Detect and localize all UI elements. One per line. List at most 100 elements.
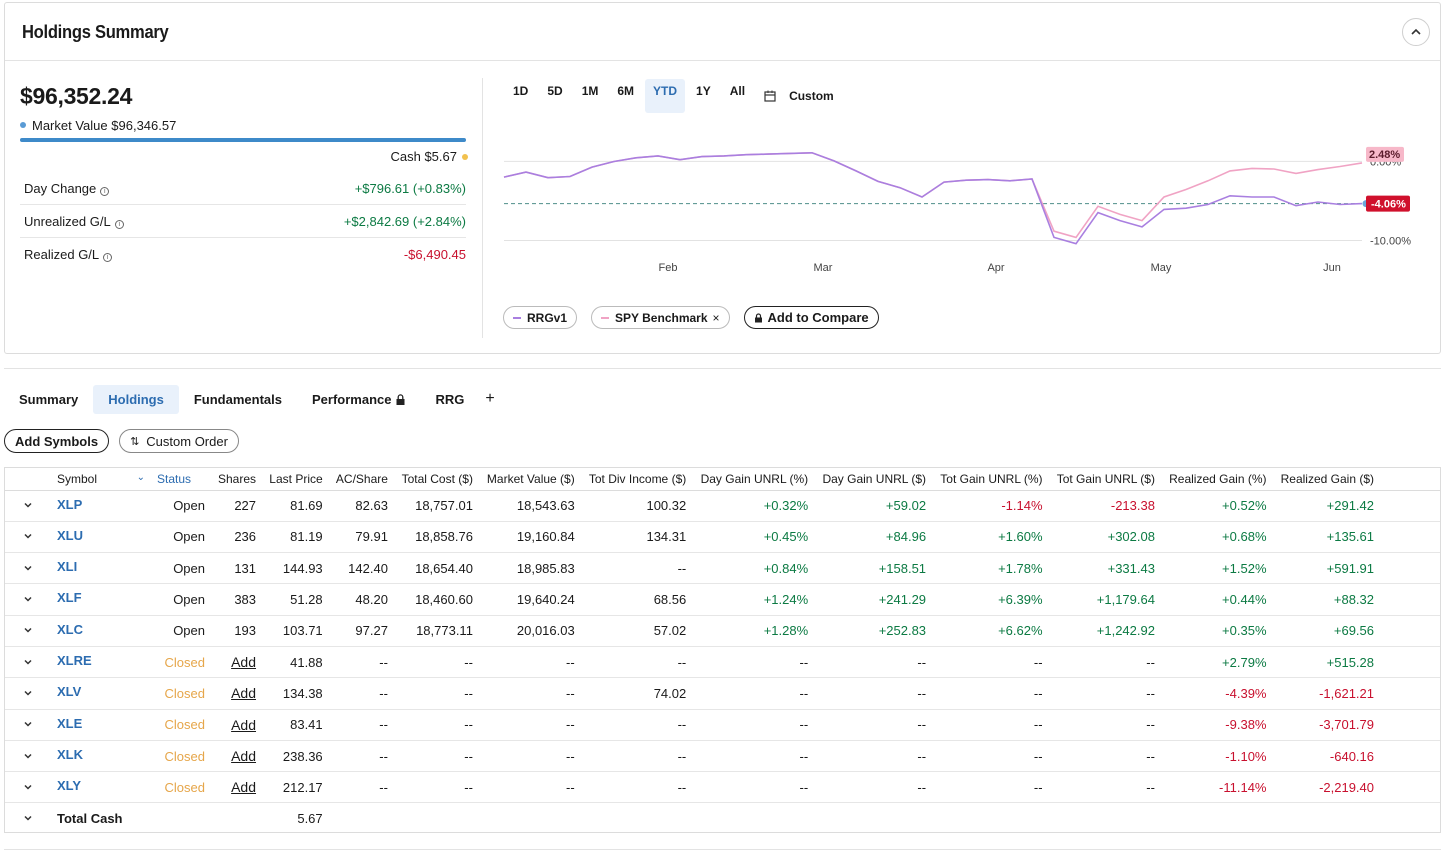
add-shares-link[interactable]: Add (211, 740, 263, 773)
cell-status: Open (151, 615, 211, 647)
cell-total-cost: -- (393, 677, 479, 710)
header-market-value[interactable]: Market Value ($) (478, 468, 581, 491)
header-tot-gain-pct[interactable]: Tot Gain UNRL (%) (932, 468, 1049, 491)
header-symbol[interactable]: Symbol ⌄ (51, 468, 151, 491)
header-last-price[interactable]: Last Price (262, 468, 329, 491)
cell-ac-share: -- (328, 771, 394, 804)
sort-down-icon[interactable]: ⌄ (136, 471, 145, 483)
header-day-gain-usd[interactable]: Day Gain UNRL ($) (814, 468, 933, 491)
tab-fundamentals[interactable]: Fundamentals (193, 391, 282, 407)
range-1m-button[interactable]: 1M (581, 84, 599, 98)
header-day-gain-pct[interactable]: Day Gain UNRL (%) (692, 468, 815, 491)
header-tot-gain-usd[interactable]: Tot Gain UNRL ($) (1048, 468, 1161, 491)
table-row[interactable]: XLE Closed Add 83.41 -- -- -- -- -- -- -- -- -9.38% -… (5, 709, 1440, 741)
table-row[interactable]: XLC Open 193 103.71 97.27 18,773.11 20,016.03 5… (5, 615, 1440, 647)
cell-symbol[interactable]: XLF (51, 583, 151, 616)
table-row[interactable]: XLV Closed Add 134.38 -- -- -- 74.02 -- -- -- -- -4.… (5, 677, 1440, 710)
cell-day-gain-usd: -- (814, 771, 933, 804)
range-6m-button[interactable]: 6M (617, 84, 635, 98)
table-row[interactable]: XLK Closed Add 238.36 -- -- -- -- -- -- -- -- -1.10%… (5, 740, 1440, 773)
table-row[interactable]: XLU Open 236 81.19 79.91 18,858.76 19,160.84 13… (5, 521, 1440, 554)
cell-symbol[interactable]: XLY (51, 771, 151, 804)
range-5d-button[interactable]: 5D (547, 84, 563, 98)
table-row[interactable]: XLY Closed Add 212.17 -- -- -- -- -- -- -- -- -11.14… (5, 771, 1440, 804)
header-realized-pct[interactable]: Realized Gain (%) (1160, 468, 1273, 491)
cell-symbol[interactable]: XLC (51, 615, 151, 647)
info-icon[interactable]: i (100, 186, 110, 196)
table-row[interactable]: XLRE Closed Add 41.88 -- -- -- -- -- -- -- -- +2.79%… (5, 646, 1440, 679)
cell-realized-pct: +0.35% (1160, 615, 1273, 647)
add-shares-link[interactable]: Add (211, 677, 263, 710)
table-actions: Add Symbols ⇅ Custom Order (4, 429, 239, 453)
expand-row-button[interactable] (5, 521, 51, 554)
cell-symbol[interactable]: XLP (51, 490, 151, 522)
expand-row-button[interactable] (5, 803, 51, 834)
add-to-compare-button[interactable]: Add to Compare (743, 306, 879, 329)
tab-summary[interactable]: Summary (19, 391, 79, 407)
cell-tot-gain-usd: -213.38 (1048, 490, 1161, 522)
cell-symbol[interactable]: XLK (51, 740, 151, 773)
tab-rrg[interactable]: RRG (435, 391, 465, 407)
legend-rrg[interactable]: RRGv1 (503, 306, 578, 329)
range-ytd-button[interactable]: YTD (645, 79, 686, 113)
add-shares-link[interactable]: Add (211, 646, 263, 679)
custom-order-button[interactable]: ⇅ Custom Order (119, 429, 239, 453)
expand-row-button[interactable] (5, 677, 51, 710)
expand-row-button[interactable] (5, 709, 51, 741)
info-icon[interactable]: i (114, 219, 124, 229)
cell-ac-share: -- (328, 677, 394, 710)
collapse-button[interactable] (1402, 18, 1430, 46)
expand-row-button[interactable] (5, 615, 51, 647)
range-all-button[interactable]: All (729, 84, 746, 98)
cell-tot-gain-pct: +6.62% (932, 615, 1049, 647)
cell-ac-share: 97.27 (328, 615, 394, 647)
cell-symbol[interactable]: XLU (51, 521, 151, 554)
cell-status: Closed (151, 740, 211, 773)
add-tab-button[interactable]: + (485, 390, 495, 407)
legend-spy[interactable]: SPY Benchmark × (591, 306, 730, 329)
range-1d-button[interactable]: 1D (513, 84, 529, 98)
tab-holdings[interactable]: Holdings (93, 384, 179, 414)
cell-filler (1380, 521, 1440, 554)
cell-symbol[interactable]: XLV (51, 677, 151, 710)
range-custom-button[interactable]: Custom (756, 79, 853, 113)
cell-empty (151, 803, 211, 834)
expand-row-button[interactable] (5, 490, 51, 522)
cell-market-value: 18,543.63 (478, 490, 581, 522)
range-1y-button[interactable]: 1Y (696, 84, 711, 98)
header-realized-usd[interactable]: Realized Gain ($) (1272, 468, 1380, 491)
cell-symbol[interactable]: XLRE (51, 646, 151, 679)
rrg-badge: -4.06% (1371, 199, 1406, 211)
header-shares[interactable]: Shares (211, 468, 263, 491)
header-div-income[interactable]: Tot Div Income ($) (580, 468, 693, 491)
header-total-cost[interactable]: Total Cost ($) (393, 468, 479, 491)
header-status[interactable]: Status (151, 468, 211, 491)
table-row[interactable]: XLP Open 227 81.69 82.63 18,757.01 18,543.63 10… (5, 490, 1440, 522)
total-cash-row[interactable]: Total Cash 5.67 (5, 803, 1440, 834)
remove-icon[interactable]: × (712, 310, 720, 325)
cell-div-income: -- (580, 771, 693, 804)
cell-market-value: 19,160.84 (478, 521, 581, 554)
cell-symbol[interactable]: XLE (51, 709, 151, 741)
expand-row-button[interactable] (5, 771, 51, 804)
x-tick-label: Mar (814, 262, 833, 274)
expand-row-button[interactable] (5, 646, 51, 679)
table-row[interactable]: XLI Open 131 144.93 142.40 18,654.40 18,985.83… (5, 552, 1440, 585)
sort-icon: ⇅ (130, 435, 140, 448)
expand-row-button[interactable] (5, 740, 51, 773)
cell-realized-usd: +591.91 (1272, 552, 1380, 585)
cell-day-gain-pct: +1.28% (692, 615, 815, 647)
add-shares-link[interactable]: Add (211, 771, 263, 804)
expand-row-button[interactable] (5, 583, 51, 616)
cell-symbol[interactable]: XLI (51, 552, 151, 585)
add-symbols-button[interactable]: Add Symbols (4, 429, 110, 453)
expand-row-button[interactable] (5, 552, 51, 585)
cell-total-cost: 18,654.40 (393, 552, 479, 585)
legend-chips: RRGv1 SPY Benchmark × Add to Compare (503, 306, 879, 329)
info-icon[interactable]: i (103, 253, 113, 262)
table-row[interactable]: XLF Open 383 51.28 48.20 18,460.60 19,640.24 68… (5, 583, 1440, 616)
add-shares-link[interactable]: Add (211, 709, 263, 741)
tab-performance[interactable]: Performance (297, 385, 420, 414)
bottom-divider (4, 849, 1441, 850)
header-ac-share[interactable]: AC/Share (328, 468, 394, 491)
